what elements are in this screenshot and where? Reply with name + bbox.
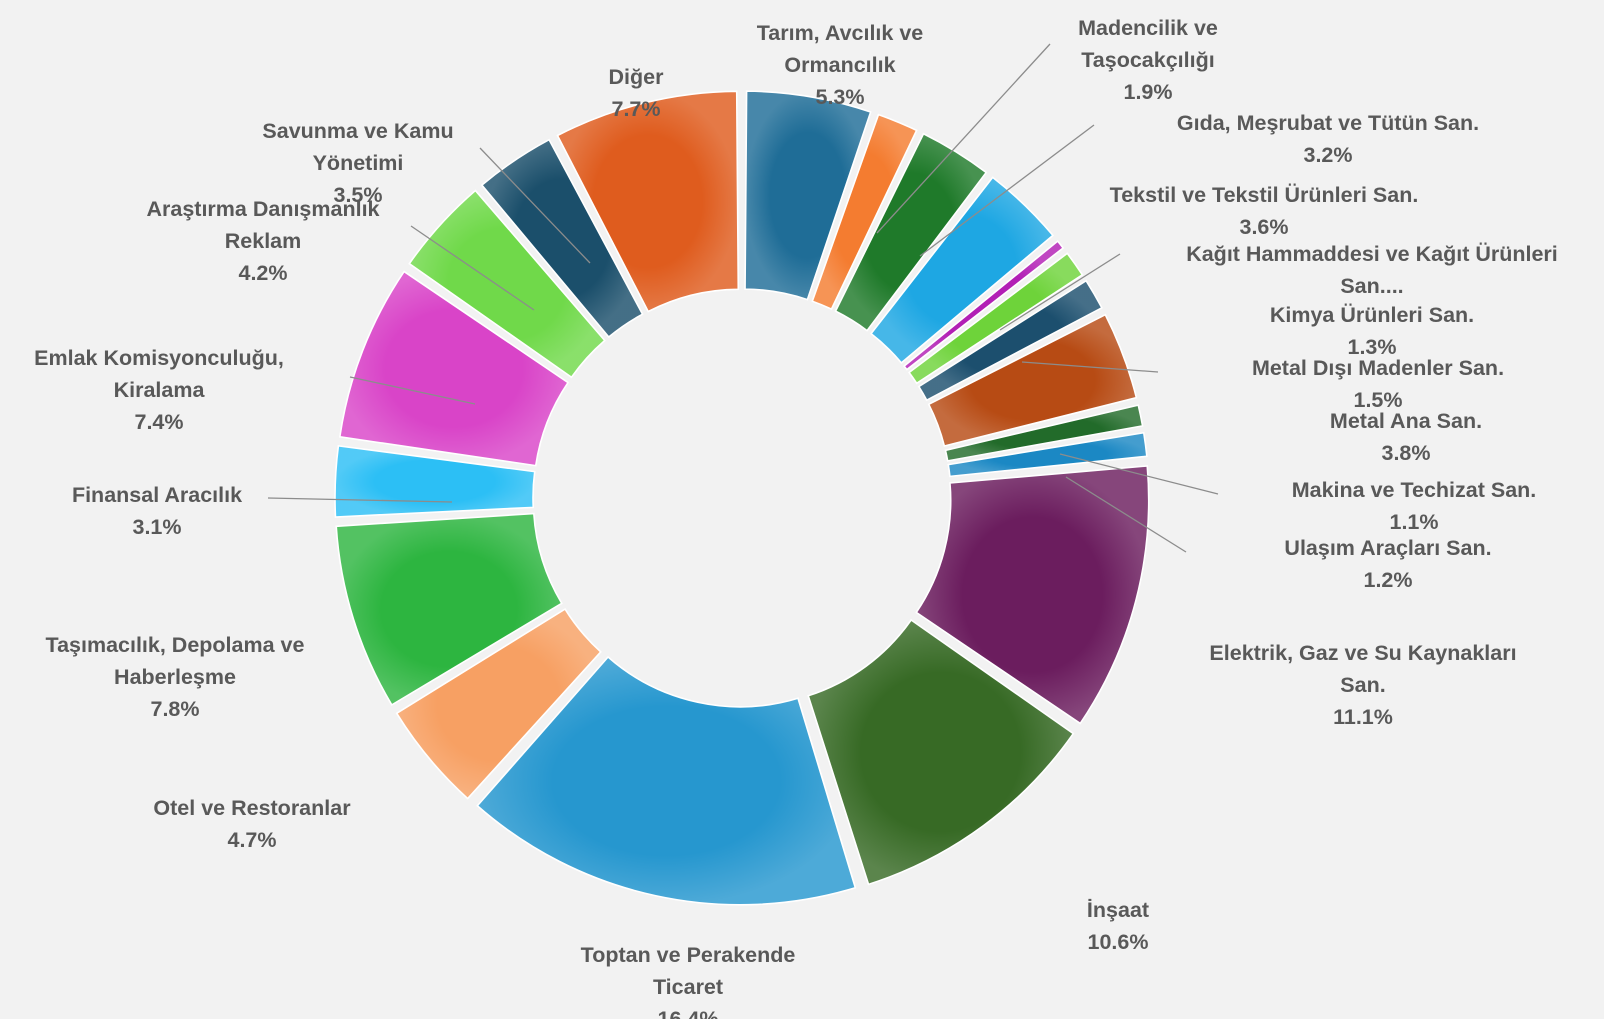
data-label-category: Reklam xyxy=(225,229,302,253)
slice-highlight xyxy=(871,177,1053,363)
data-label-category: Ulaşım Araçları San. xyxy=(1284,536,1491,560)
slice-highlight xyxy=(918,280,1102,401)
data-label-category: Kiralama xyxy=(114,378,206,402)
slice-highlight xyxy=(409,190,605,378)
data-label-category: Finansal Aracılık xyxy=(72,483,242,507)
slice-highlight xyxy=(336,513,562,705)
data-label-category: Tarım, Avcılık ve xyxy=(757,21,924,45)
leader-line xyxy=(349,376,476,405)
leader-line xyxy=(919,124,1095,257)
data-label-value: 10.6% xyxy=(1088,930,1149,954)
slice-highlight xyxy=(928,314,1137,447)
slice-highlight xyxy=(835,133,987,331)
data-label-value: 5.3% xyxy=(815,85,864,109)
data-label-category: Kağıt Hammaddesi ve Kağıt Ürünleri xyxy=(1186,241,1558,266)
data-label-category: Savunma ve Kamu xyxy=(262,119,453,143)
slice-highlight xyxy=(909,253,1083,384)
data-label-category: Araştırma Danışmanlık xyxy=(146,197,379,221)
data-label-category: Taşocakçılığı xyxy=(1081,48,1214,72)
data-label-value: 11.1% xyxy=(1333,705,1393,729)
data-label-value: 3.8% xyxy=(1381,441,1430,465)
slice-highlight xyxy=(396,609,601,799)
slice-highlight xyxy=(916,465,1149,724)
slice-highlight xyxy=(339,271,569,466)
slice-highlight xyxy=(557,91,739,312)
data-label-category: Emlak Komisyonculuğu, xyxy=(34,346,284,370)
slice-highlight xyxy=(335,445,535,518)
data-label-category: Elektrik, Gaz ve Su Kaynakları xyxy=(1209,641,1516,665)
data-label-category: Madencilik ve xyxy=(1078,16,1218,40)
data-label-value: 1.1% xyxy=(1389,510,1438,534)
data-label-value: 3.5% xyxy=(333,183,382,207)
data-label-category: Toptan ve Perakende xyxy=(581,943,796,967)
data-label-category: Tekstil ve Tekstil Ürünleri San. xyxy=(1110,182,1419,207)
data-label-category: Makina ve Techizat San. xyxy=(1292,478,1537,502)
data-label-category: Haberleşme xyxy=(114,665,236,689)
data-label-category: Metal Ana San. xyxy=(1330,409,1482,433)
data-label-value: 1.5% xyxy=(1353,388,1402,412)
leader-line xyxy=(876,43,1051,234)
data-label-value: 1.9% xyxy=(1123,80,1172,104)
leader-line xyxy=(479,147,591,264)
data-label-category: İnşaat xyxy=(1087,898,1149,922)
data-labels-layer: Tarım, Avcılık ve Ormancılık 5.3% Madencili… xyxy=(34,16,1558,1019)
data-label-value: 3.1% xyxy=(132,515,181,539)
data-label-value: 7.8% xyxy=(150,697,199,721)
slice-highlight xyxy=(745,91,871,300)
slice-highlight xyxy=(904,241,1064,370)
data-label-value: 16.4% xyxy=(658,1007,719,1019)
leader-line xyxy=(999,253,1121,331)
data-label-category: San.... xyxy=(1340,274,1403,298)
data-label-category: Gıda, Meşrubat ve Tütün San. xyxy=(1177,111,1479,135)
slices-layer xyxy=(334,90,1150,906)
slice-highlight xyxy=(808,619,1074,885)
data-label-value: 3.6% xyxy=(1239,215,1288,239)
data-label-category: San. xyxy=(1340,673,1385,697)
data-label-category: Yönetimi xyxy=(313,151,404,175)
data-label-value: 7.4% xyxy=(134,410,183,434)
leader-lines-layer xyxy=(267,43,1219,553)
leader-line xyxy=(410,225,535,311)
data-label-value: 4.2% xyxy=(238,261,287,285)
data-label-value: 4.7% xyxy=(227,828,276,852)
leader-line xyxy=(1065,476,1187,553)
slice-highlight xyxy=(945,405,1143,461)
data-label-category: Ormancılık xyxy=(784,53,895,77)
leader-line xyxy=(1059,453,1219,495)
data-label-value: 7.7% xyxy=(611,97,660,121)
data-label-category: Otel ve Restoranlar xyxy=(153,796,351,820)
data-label-category: Diğer xyxy=(609,65,665,89)
leader-line xyxy=(1021,361,1159,373)
slice-highlight xyxy=(477,657,856,905)
data-label-value: 3.2% xyxy=(1303,143,1352,167)
leader-line xyxy=(267,497,453,503)
data-label-category: Metal Dışı Madenler San. xyxy=(1252,356,1504,380)
slice-highlight xyxy=(812,114,917,310)
data-label-category: Kimya Ürünleri San. xyxy=(1270,302,1474,327)
data-label-value: 1.2% xyxy=(1363,568,1412,592)
data-label-category: Ticaret xyxy=(653,975,723,999)
slice-highlight xyxy=(481,139,643,338)
data-label-value: 1.3% xyxy=(1347,335,1396,359)
slice-highlight xyxy=(948,432,1147,477)
data-label-category: Taşımacılık, Depolama ve xyxy=(46,633,305,657)
